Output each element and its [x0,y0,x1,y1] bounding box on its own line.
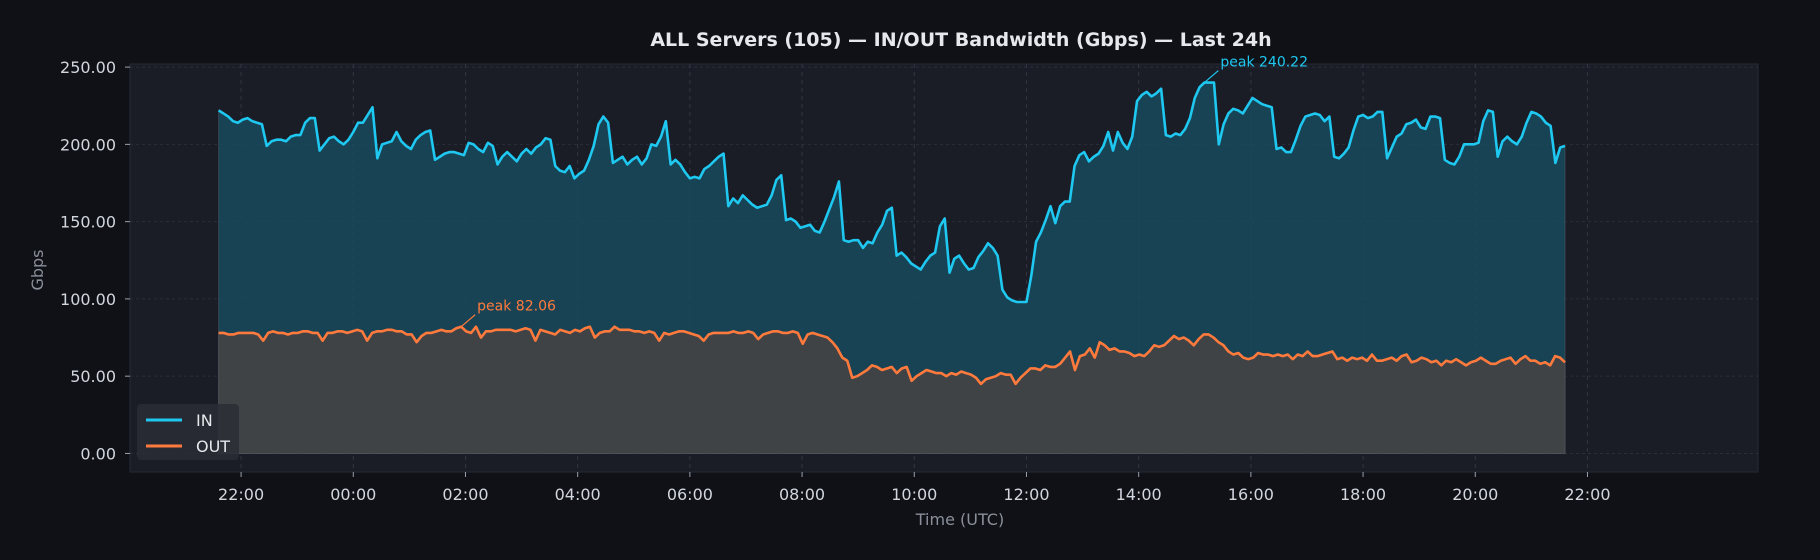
y-axis: 0.00 50.00 100.00 150.00 200.00 250.00 [60,58,130,463]
annotations: peak 82.06 peak 240.22 [460,55,1308,328]
x-tick-label-3: 04:00 [555,485,601,504]
x-tick-label-4: 06:00 [667,485,713,504]
x-tick-label-5: 08:00 [779,485,825,504]
y-tick-label-1: 50.00 [70,367,116,386]
series-layer [217,81,1566,454]
y-axis-title: Gbps [28,249,47,290]
peak-marker-out [460,314,476,328]
peak-label-out: peak 82.06 [477,299,556,315]
chart-title: ALL Servers (105) — IN/OUT Bandwidth (Gb… [650,29,1271,51]
x-axis-title: Time (UTC) [915,510,1004,529]
legend: IN OUT [137,404,239,460]
line-in [217,81,1566,304]
peak-label-in: peak 240.22 [1220,55,1308,71]
x-tick-label-12: 22:00 [1564,485,1610,504]
x-tick-label-6: 10:00 [891,485,937,504]
x-tick-label-8: 14:00 [1116,485,1162,504]
line-out [218,325,1566,386]
x-tick-label-10: 18:00 [1340,485,1386,504]
peak-marker-in [1203,70,1219,84]
legend-label-out: OUT [196,437,230,456]
y-tick-label-0: 0.00 [80,444,116,463]
x-tick-label-1: 00:00 [330,485,376,504]
x-tick-label-0: 22:00 [218,485,264,504]
x-tick-label-9: 16:00 [1228,485,1274,504]
x-axis: 22:00 00:00 02:00 04:00 06:00 08:00 10:00 12:00… [218,472,1611,504]
legend-label-in: IN [196,411,213,430]
x-tick-label-7: 12:00 [1003,485,1049,504]
y-tick-label-3: 150.00 [60,213,116,232]
x-tick-label-11: 20:00 [1452,485,1498,504]
y-tick-label-2: 100.00 [60,290,116,309]
y-tick-label-5: 250.00 [60,58,116,77]
x-tick-label-2: 02:00 [442,485,488,504]
y-tick-label-4: 200.00 [60,135,116,154]
